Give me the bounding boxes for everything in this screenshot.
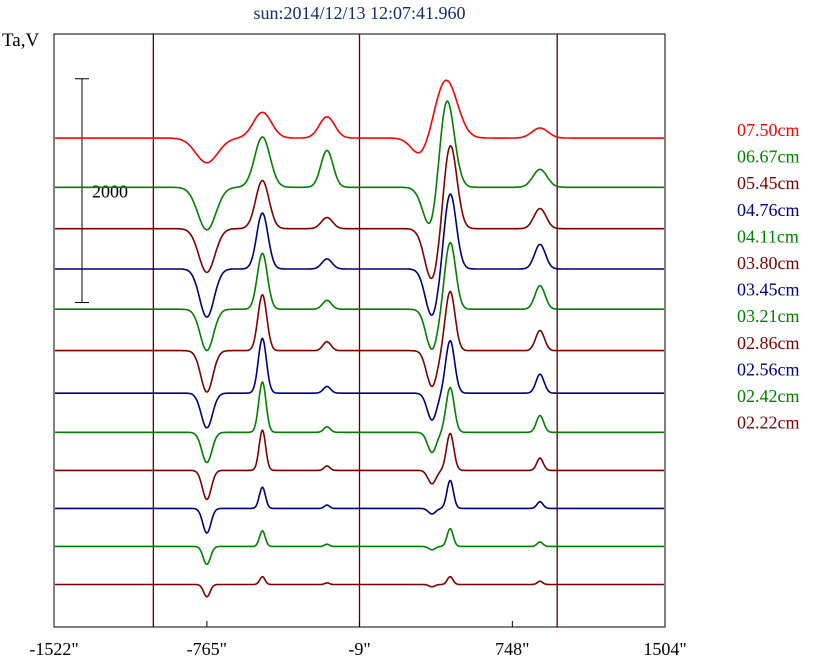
legend-entry: 07.50cm: [737, 120, 800, 140]
x-tick-label: -1522": [29, 639, 78, 659]
series-line-06.67cm: [55, 100, 664, 231]
legend-entry: 02.42cm: [737, 386, 800, 406]
x-tick-label: 748": [495, 639, 529, 659]
legend-entry: 04.11cm: [737, 226, 799, 246]
legend-entry: 03.80cm: [737, 253, 800, 273]
scale-bar-label: 2000: [92, 182, 128, 202]
legend-entry: 03.45cm: [737, 280, 800, 300]
chart-title: sun:2014/12/13 12:07:41.960: [253, 3, 466, 23]
series-line-07.50cm: [55, 79, 664, 164]
x-tick-label: -9": [348, 639, 370, 659]
series-line-02.86cm: [55, 429, 664, 501]
legend-entry: 03.21cm: [737, 306, 800, 326]
series-line-02.56cm: [55, 479, 664, 534]
series-line-03.21cm: [55, 381, 664, 464]
series-line-05.45cm: [55, 145, 664, 280]
series-line-02.22cm: [55, 575, 664, 598]
x-tick-label: 1504": [643, 639, 686, 659]
legend-entry: 05.45cm: [737, 173, 800, 193]
legend-entry: 04.76cm: [737, 200, 800, 220]
legend-entry: 06.67cm: [737, 147, 800, 167]
series-line-02.42cm: [55, 527, 664, 566]
x-tick-label: -765": [187, 639, 227, 659]
legend-entry: 02.22cm: [737, 413, 800, 433]
series-line-03.45cm: [55, 337, 664, 429]
series-line-04.11cm: [55, 241, 664, 352]
y-axis-label: Ta,V: [2, 30, 40, 51]
series-line-03.80cm: [55, 290, 664, 393]
legend-entry: 02.56cm: [737, 359, 800, 379]
legend-entry: 02.86cm: [737, 333, 800, 353]
series-line-04.76cm: [55, 193, 664, 318]
